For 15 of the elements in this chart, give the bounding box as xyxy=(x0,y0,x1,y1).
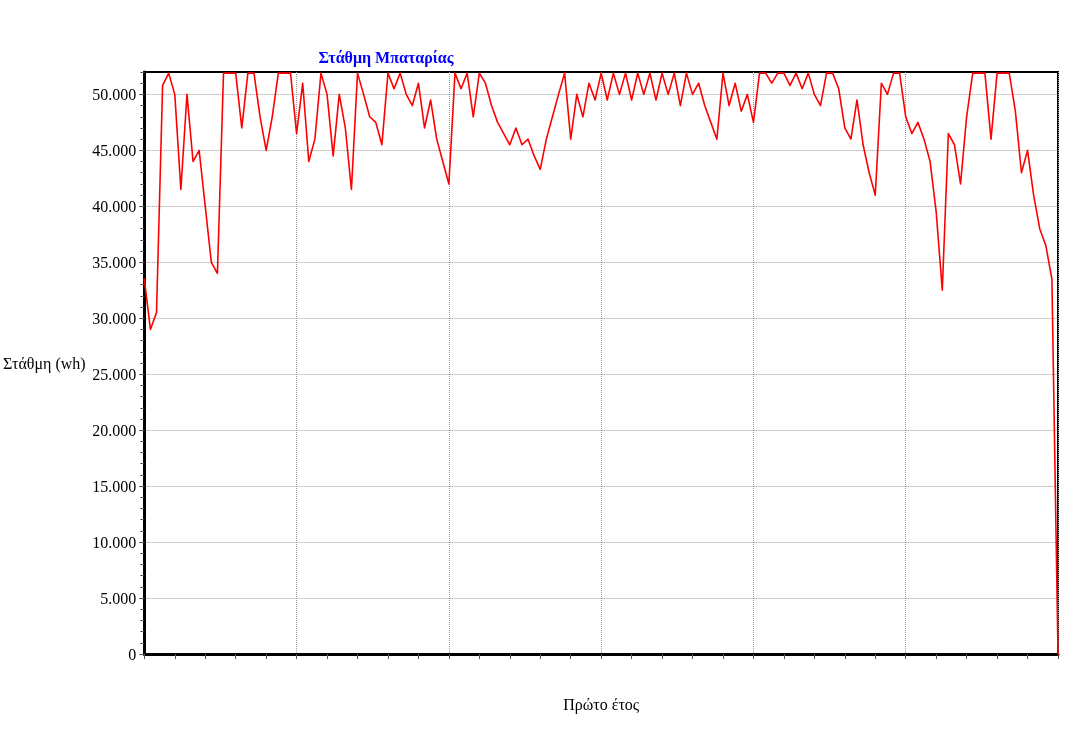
y-tick-label: 10.000 xyxy=(92,533,137,551)
y-tick-label: 25.000 xyxy=(92,365,137,383)
y-tick-label: 20.000 xyxy=(92,421,137,439)
x-axis-title: Πρώτο έτος xyxy=(563,695,640,714)
y-tick-label: 35.000 xyxy=(92,253,137,271)
chart-title: Στάθμη Μπαταρίας xyxy=(318,48,454,67)
y-tick-label: 50.000 xyxy=(92,85,137,103)
y-tick-label: 5.000 xyxy=(100,589,137,607)
y-tick-label: 45.000 xyxy=(92,141,137,159)
line-series xyxy=(143,72,1059,655)
y-tick-label: 15.000 xyxy=(92,477,137,495)
y-tick-label: 0 xyxy=(128,645,137,663)
y-axis-title: Στάθμη (wh) xyxy=(3,354,86,373)
y-tick-label: 30.000 xyxy=(92,309,137,327)
y-tick-label: 40.000 xyxy=(92,197,137,215)
